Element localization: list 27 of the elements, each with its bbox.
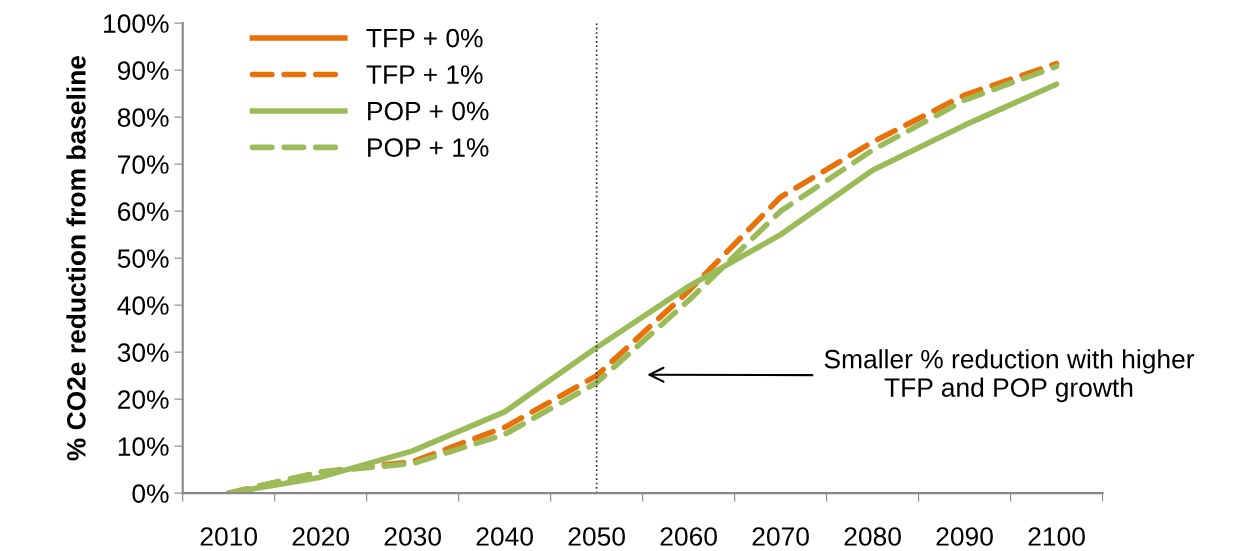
x-tick-label: 2020 xyxy=(292,527,350,546)
x-tick-label: 2050 xyxy=(568,527,625,546)
legend-label: POP + 1% xyxy=(368,138,489,157)
y-tick-label: 30% xyxy=(117,343,169,362)
y-tick-label: 80% xyxy=(117,108,169,127)
x-tick-label: 2090 xyxy=(936,527,993,546)
x-tick-label: 2010 xyxy=(200,527,258,546)
y-tick-label: 70% xyxy=(118,155,169,174)
x-tick-label: 2040 xyxy=(476,527,533,546)
legend-label: TFP + 1% xyxy=(366,65,483,84)
legend-label: POP + 0% xyxy=(368,101,489,121)
y-tick-label: 0% xyxy=(132,484,169,503)
y-tick-label: 40% xyxy=(117,296,169,315)
y-tick-label: 20% xyxy=(118,390,169,409)
y-tick-label: 100% xyxy=(104,14,169,33)
x-tick-label: 2070 xyxy=(752,527,809,546)
y-tick-label: 90% xyxy=(117,61,169,80)
x-tick-label: 2030 xyxy=(384,527,441,546)
x-tick-label: 2080 xyxy=(844,527,901,546)
legend-label: TFP + 0% xyxy=(366,28,483,48)
y-tick-label: 10% xyxy=(118,437,169,456)
y-tick-label: 60% xyxy=(118,202,169,221)
annotation: Smaller % reduction with higher TFP and POP growth xyxy=(824,349,1195,403)
x-tick-label: 2100 xyxy=(1028,527,1085,546)
y-tick-label: 50% xyxy=(117,249,169,268)
x-tick-label: 2060 xyxy=(660,527,717,546)
y-axis-title: % CO2e reduction from baseline xyxy=(66,55,86,461)
